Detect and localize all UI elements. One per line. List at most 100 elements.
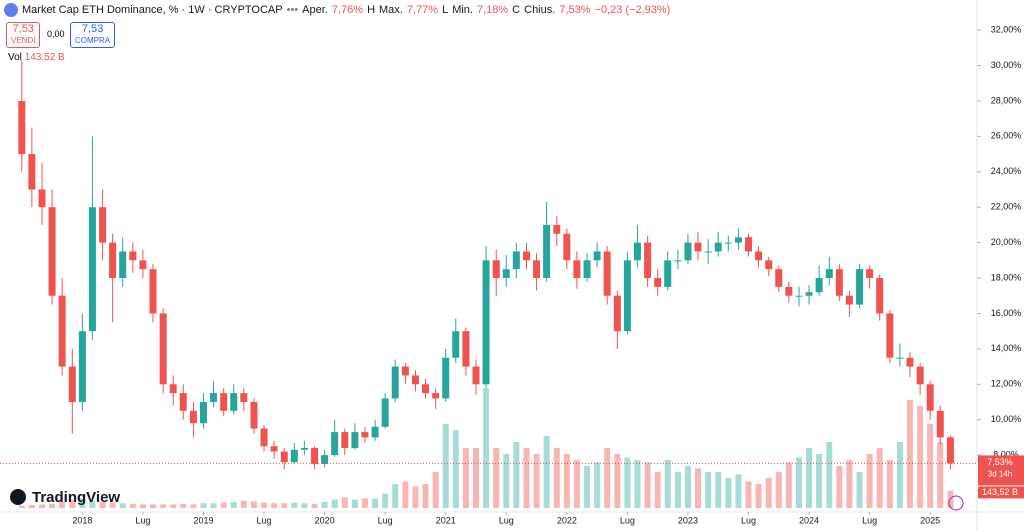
volume-bar	[452, 430, 459, 508]
volume-bar	[149, 504, 156, 508]
candle-body	[432, 393, 440, 399]
y-tick-label: 16,00%	[991, 308, 1022, 318]
title: Market Cap ETH Dominance, % · 1W · CRYPT…	[22, 4, 283, 16]
candle-body	[805, 292, 813, 296]
volume-bar	[866, 454, 873, 508]
volume-bar	[927, 424, 934, 508]
volume-bar	[119, 503, 126, 508]
volume-bar	[725, 478, 732, 508]
volume-bar	[543, 436, 550, 508]
candle-body	[533, 260, 541, 279]
x-tick-label: Lug	[741, 515, 756, 525]
candle-body	[835, 269, 843, 296]
candle-body	[421, 384, 429, 394]
candle-body	[775, 269, 783, 287]
candle-body	[644, 242, 652, 279]
candle-body	[311, 448, 319, 464]
volume-bar	[513, 442, 520, 508]
y-tick-label: 28,00%	[991, 95, 1022, 105]
volume-bar	[382, 493, 389, 508]
candle-body	[916, 366, 924, 385]
volume-bar	[372, 498, 379, 508]
candle-body	[664, 260, 672, 287]
candle-body	[300, 448, 308, 450]
candle-body	[785, 286, 793, 296]
volume-bar	[695, 468, 702, 508]
y-tick-label: 20,00%	[991, 237, 1022, 247]
x-tick-label: 2025	[920, 515, 940, 525]
candle-body	[845, 295, 853, 305]
candle-body	[199, 401, 207, 424]
x-tick-label: 2020	[315, 515, 335, 525]
volume-bar	[503, 454, 510, 508]
volume-badge	[978, 486, 1024, 499]
candle-body	[361, 432, 369, 438]
last-price-badge	[978, 455, 1024, 486]
candle-body	[321, 455, 329, 464]
more[interactable]: •••	[286, 4, 299, 16]
candle-body	[502, 269, 510, 279]
candle-body	[523, 251, 530, 261]
buy-button[interactable]: 7,53 COMPRA	[70, 22, 116, 48]
x-tick-label: Lug	[620, 515, 635, 525]
volume-bar	[160, 504, 167, 508]
volume-bar	[139, 504, 146, 508]
candle-layer	[18, 60, 954, 470]
volume-bar	[69, 499, 76, 508]
volume-bar	[563, 454, 570, 508]
volume-title: Vol	[8, 52, 22, 63]
volume-bar	[634, 460, 641, 508]
candle-body	[99, 207, 107, 243]
sell-button[interactable]: 7,53 VENDI	[6, 22, 41, 48]
alert-icon[interactable]	[948, 495, 964, 511]
volume-bar	[735, 474, 742, 508]
volume-bar	[614, 454, 621, 508]
volume-bar	[351, 499, 358, 508]
volume-bar	[109, 502, 116, 508]
volume-last: 143,52 B	[24, 52, 65, 63]
volume-bar	[937, 442, 944, 508]
x-tick-label: 2018	[72, 515, 92, 525]
volume-bar	[483, 388, 490, 508]
volume-layer	[18, 388, 954, 508]
candle-body	[472, 366, 480, 385]
y-tick-label: 18,00%	[991, 272, 1022, 282]
volume-bar	[442, 424, 449, 508]
x-tick-label: 2019	[193, 515, 213, 525]
volume-bar	[180, 503, 187, 508]
candle-body	[462, 331, 470, 367]
candle-body	[694, 242, 702, 252]
candle-body	[906, 357, 914, 367]
buy-price: 7,53	[81, 23, 104, 35]
candle-body	[633, 242, 641, 261]
candle-body	[250, 401, 258, 429]
candle-body	[876, 278, 884, 314]
volume-bar	[896, 442, 903, 508]
volume-bar	[311, 503, 318, 508]
candle-body	[371, 426, 379, 438]
candle-body	[583, 260, 591, 279]
volume-bar	[846, 460, 853, 508]
coin-icon	[4, 3, 18, 17]
candle-body	[68, 366, 76, 402]
volume-bar	[826, 442, 833, 508]
volume-bar	[291, 502, 298, 508]
candle-body	[260, 428, 268, 447]
candle-body	[149, 269, 157, 314]
y-tick-label: 8,00%	[993, 449, 1019, 459]
volume-bar	[240, 500, 247, 508]
candle-body	[411, 375, 419, 385]
legend-change: −0,23 (−2,93%)	[594, 4, 671, 16]
volume-bar	[906, 400, 913, 508]
candle-body	[856, 269, 864, 305]
legend-o-key: Aper.	[302, 4, 328, 16]
volume-bar	[361, 498, 368, 508]
volume-bar	[281, 503, 288, 508]
volume-bar	[462, 448, 469, 508]
volume-bar	[806, 448, 813, 508]
volume-bar	[584, 466, 591, 508]
legend-o: 7,76%	[331, 4, 364, 16]
candle-body	[512, 251, 520, 270]
legend-c: 7,53%	[559, 4, 591, 16]
candle-body	[613, 295, 621, 332]
